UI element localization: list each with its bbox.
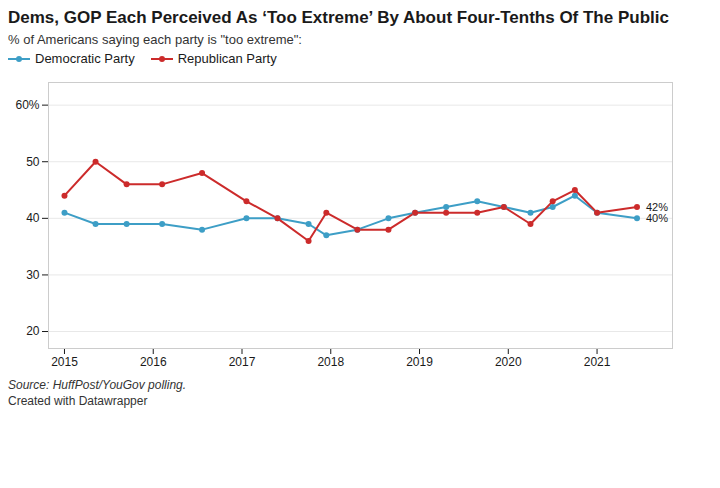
svg-text:50: 50 [26, 155, 40, 169]
svg-text:2018: 2018 [317, 355, 344, 369]
svg-text:40%: 40% [646, 212, 668, 224]
svg-text:2017: 2017 [229, 355, 256, 369]
svg-text:2020: 2020 [495, 355, 522, 369]
html-text:Democratic Party: Democratic Party [35, 51, 135, 67]
html-text:Dems, GOP Each Perceived As ‘T: Dems, GOP Each Perceived As ‘Too Extreme… [8, 8, 669, 27]
svg-text:2021: 2021 [584, 355, 611, 369]
svg-text:40: 40 [26, 212, 40, 226]
html-text:% of Americans saying each par: % of Americans saying each party is "too… [8, 32, 302, 48]
svg-text:2019: 2019 [406, 355, 433, 369]
svg-text:2015: 2015 [51, 355, 78, 369]
html-text:Source: HuffPost/YouGov pollin: Source: HuffPost/YouGov polling. [8, 378, 187, 393]
svg-text:2016: 2016 [140, 355, 167, 369]
html-text:Republican Party: Republican Party [177, 51, 277, 67]
svg-text:30: 30 [26, 268, 40, 282]
html-text:Created with Datawrapper: Created with Datawrapper [8, 394, 148, 408]
svg-text:42%: 42% [646, 201, 668, 213]
svg-text:20: 20 [26, 325, 40, 339]
svg-text:60%: 60% [15, 98, 39, 112]
